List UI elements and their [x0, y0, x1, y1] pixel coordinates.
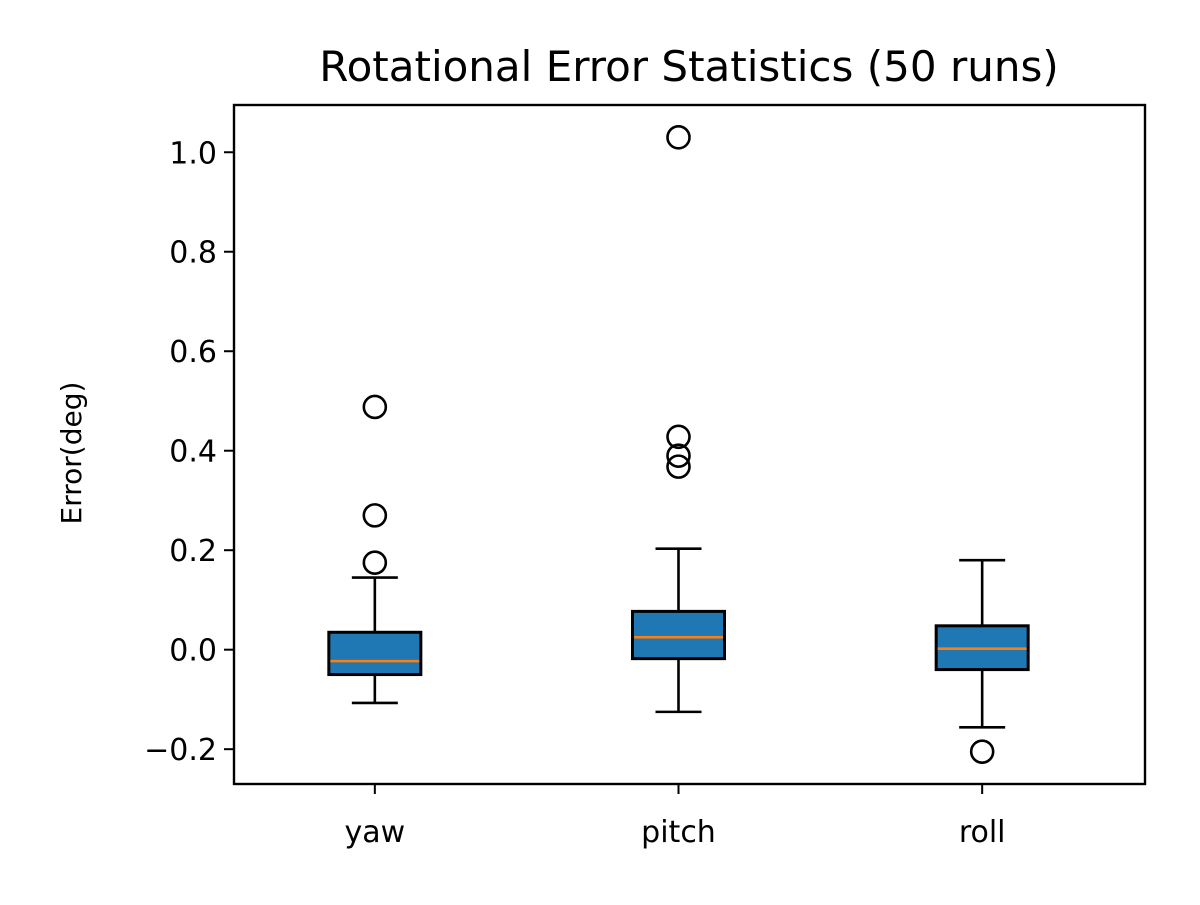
box-iqr	[327, 630, 423, 677]
y-tick-label: 0.8	[169, 236, 217, 271]
x-tick-label-yaw: yaw	[344, 815, 405, 850]
outlier-point	[666, 443, 691, 468]
box-roll	[934, 558, 1030, 764]
plot-frame	[232, 103, 1147, 786]
y-axis-label: Error(deg)	[55, 382, 88, 525]
outlier-point	[362, 503, 388, 528]
box-iqr	[631, 609, 726, 661]
chart-title: Rotational Error Statistics (50 runs)	[319, 42, 1058, 91]
outlier-point	[362, 394, 388, 420]
y-tick-label: 0.0	[169, 634, 217, 669]
x-tick-label-roll: roll	[959, 815, 1006, 850]
x-tick-label-pitch: pitch	[641, 815, 716, 850]
outlier-point	[969, 739, 995, 764]
box-yaw	[327, 394, 423, 705]
y-tick-label: 1.0	[169, 136, 217, 171]
y-tick-label: 0.4	[169, 435, 217, 470]
y-tick-label: −0.2	[144, 733, 217, 768]
plot-area: −0.2 0.0 0.2 0.4 0.6 0.8 1.0 yaw pitch roll	[144, 125, 1030, 850]
outlier-point	[666, 454, 691, 479]
outlier-point	[666, 125, 691, 150]
box-pitch	[631, 125, 726, 714]
y-tick-label: 0.2	[169, 534, 217, 569]
outlier-point	[666, 424, 691, 450]
y-tick-label: 0.6	[169, 335, 217, 370]
outlier-point	[362, 550, 388, 575]
